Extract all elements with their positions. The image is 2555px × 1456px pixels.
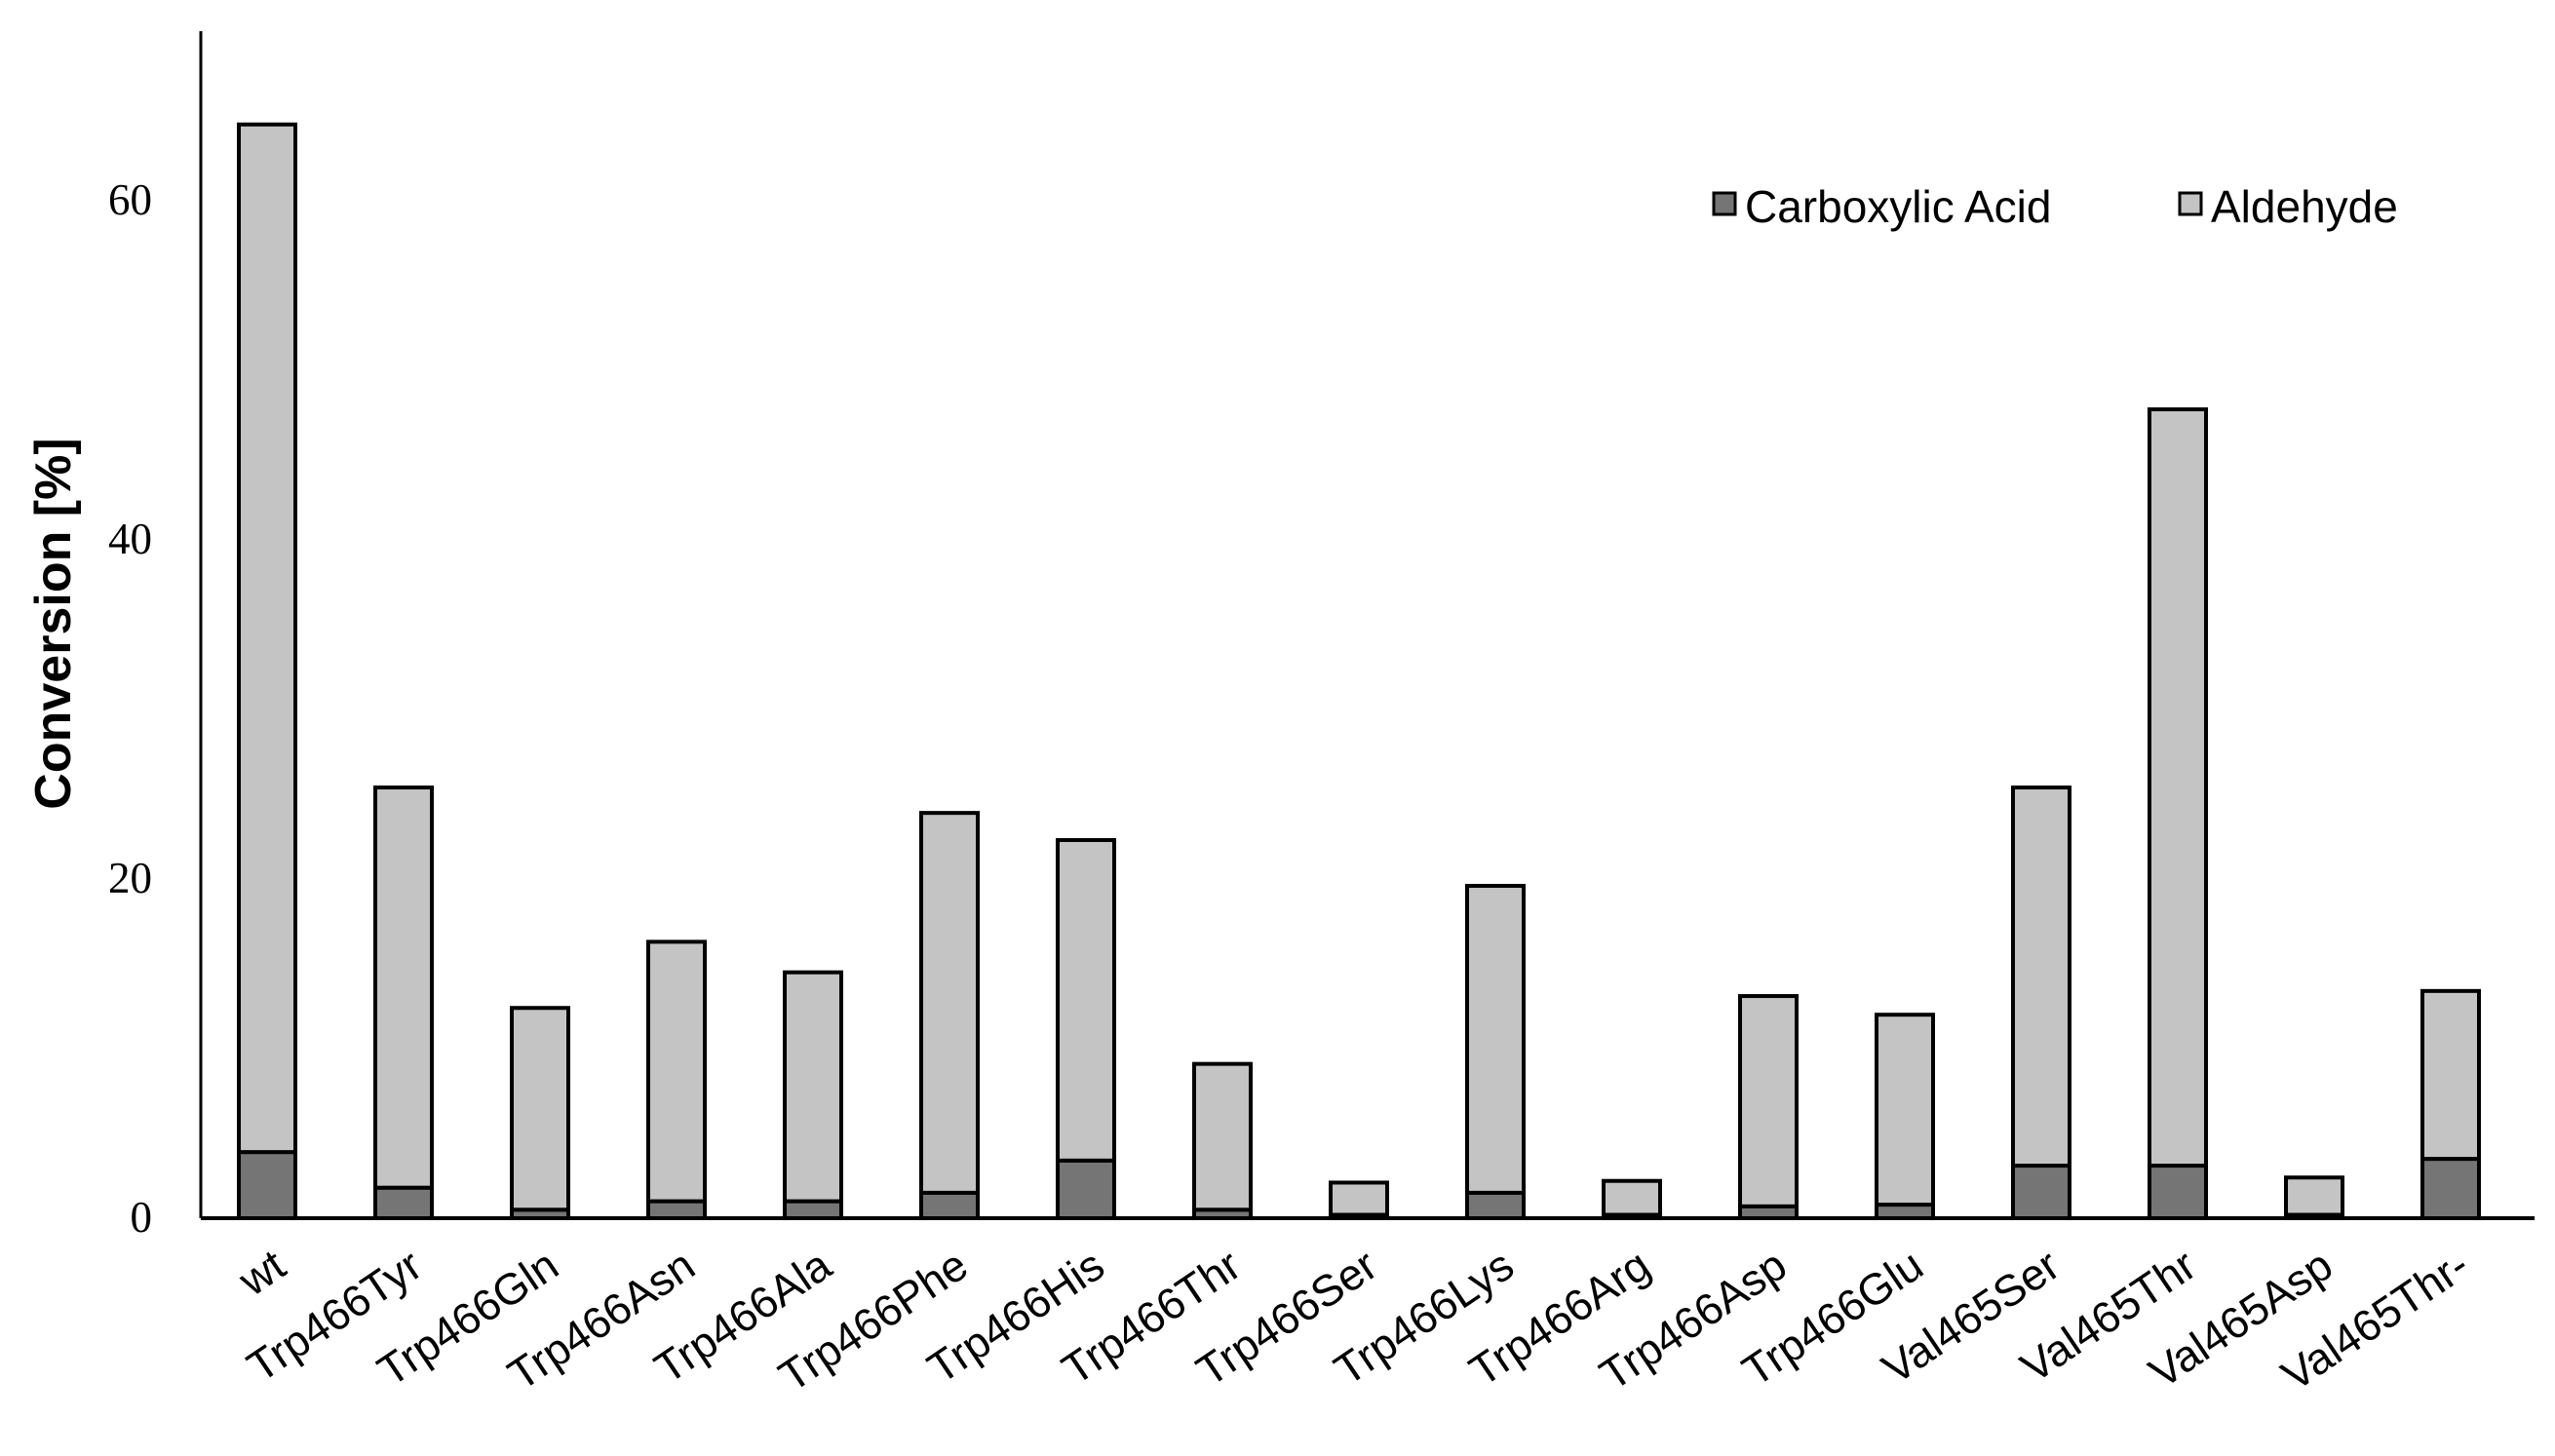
x-tick-label: wt: [229, 1240, 294, 1306]
legend-swatch: [1712, 191, 1737, 216]
bar-carboxylic-acid: [237, 1150, 297, 1221]
bar-aldehyde: [2420, 988, 2481, 1162]
bar-carboxylic-acid: [2148, 1164, 2208, 1221]
bar-aldehyde: [2284, 1175, 2344, 1217]
bar-aldehyde: [1056, 837, 1116, 1163]
y-tick-label: 60: [108, 175, 152, 224]
bar-aldehyde: [510, 1006, 570, 1212]
bar-aldehyde: [237, 122, 297, 1155]
legend-label: Aldehyde: [2211, 181, 2398, 232]
y-axis-title: Conversion [%]: [25, 438, 82, 809]
bar-carboxylic-acid: [1875, 1203, 1935, 1220]
bar-aldehyde: [783, 970, 843, 1204]
bar-aldehyde: [646, 939, 707, 1204]
bar-carboxylic-acid: [646, 1199, 707, 1220]
legend-swatch: [2178, 191, 2203, 216]
y-tick-label: 0: [131, 1193, 153, 1242]
bar-carboxylic-acid: [2420, 1157, 2481, 1220]
bar-carboxylic-acid: [1465, 1190, 1526, 1221]
legend: Carboxylic Acid Aldehyde: [1712, 181, 2398, 232]
bar-aldehyde: [2148, 407, 2208, 1169]
bar-carboxylic-acid: [1056, 1158, 1116, 1220]
bar-aldehyde: [1329, 1180, 1389, 1217]
y-tick-label: 40: [108, 515, 152, 563]
bar-aldehyde: [2011, 785, 2071, 1169]
bar-aldehyde: [1465, 883, 1526, 1195]
bar-carboxylic-acid: [783, 1199, 843, 1220]
chart-marks: [237, 122, 2481, 1221]
y-tick-label: 20: [108, 854, 152, 902]
bar-carboxylic-acid: [919, 1190, 980, 1221]
bar-aldehyde: [1875, 1013, 1935, 1207]
bar-carboxylic-acid: [373, 1185, 434, 1221]
legend-label: Carboxylic Acid: [1745, 181, 2051, 232]
bar-aldehyde: [1738, 994, 1799, 1208]
bar-carboxylic-acid: [2011, 1164, 2071, 1221]
bar-aldehyde: [919, 811, 980, 1195]
bar-aldehyde: [373, 785, 434, 1190]
bar-aldehyde: [1192, 1061, 1253, 1212]
bar-aldehyde: [1602, 1178, 1662, 1217]
